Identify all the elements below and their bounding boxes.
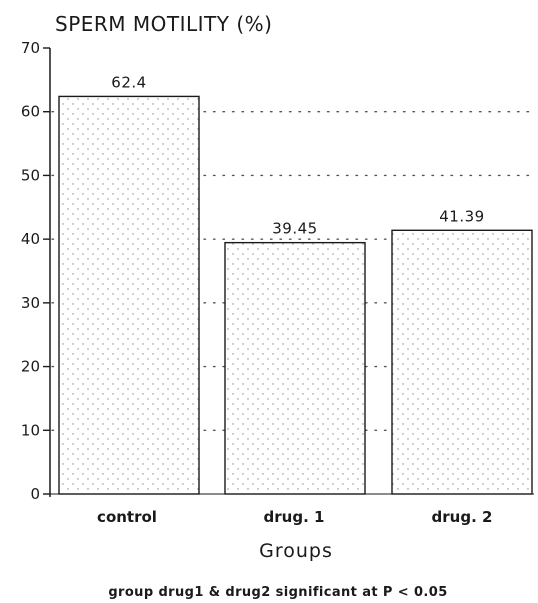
data-label: 39.45	[272, 220, 317, 238]
y-axis-title: SPERM MOTILITY (%)	[55, 12, 272, 36]
significance-note: group drug1 & drug2 significant at P < 0…	[108, 585, 447, 600]
x-category-label: drug. 2	[432, 508, 493, 526]
y-tick-label: 50	[21, 166, 40, 184]
x-category-label: control	[97, 508, 157, 526]
bar-drug-2	[391, 229, 533, 495]
y-tick-label: 70	[21, 39, 40, 57]
y-tick-label: 20	[21, 358, 40, 376]
y-tick-label: 40	[21, 230, 40, 248]
x-category-label: drug. 1	[264, 508, 325, 526]
data-label: 41.39	[439, 207, 484, 225]
bar-control	[58, 95, 200, 495]
data-label: 62.4	[111, 73, 146, 91]
y-tick-label: 10	[21, 421, 40, 439]
bars	[58, 95, 533, 495]
y-ticks: 0 10 20 30 40 50 60 70	[21, 39, 534, 503]
x-axis-title: Groups	[259, 540, 333, 562]
bar-drug-1	[224, 241, 366, 495]
y-tick-label: 0	[30, 485, 40, 503]
x-categories: control drug. 1 drug. 2	[97, 508, 492, 526]
y-tick-label: 30	[21, 294, 40, 312]
data-labels: 62.4 39.45 41.39	[111, 73, 484, 237]
y-tick-label: 60	[21, 103, 40, 121]
